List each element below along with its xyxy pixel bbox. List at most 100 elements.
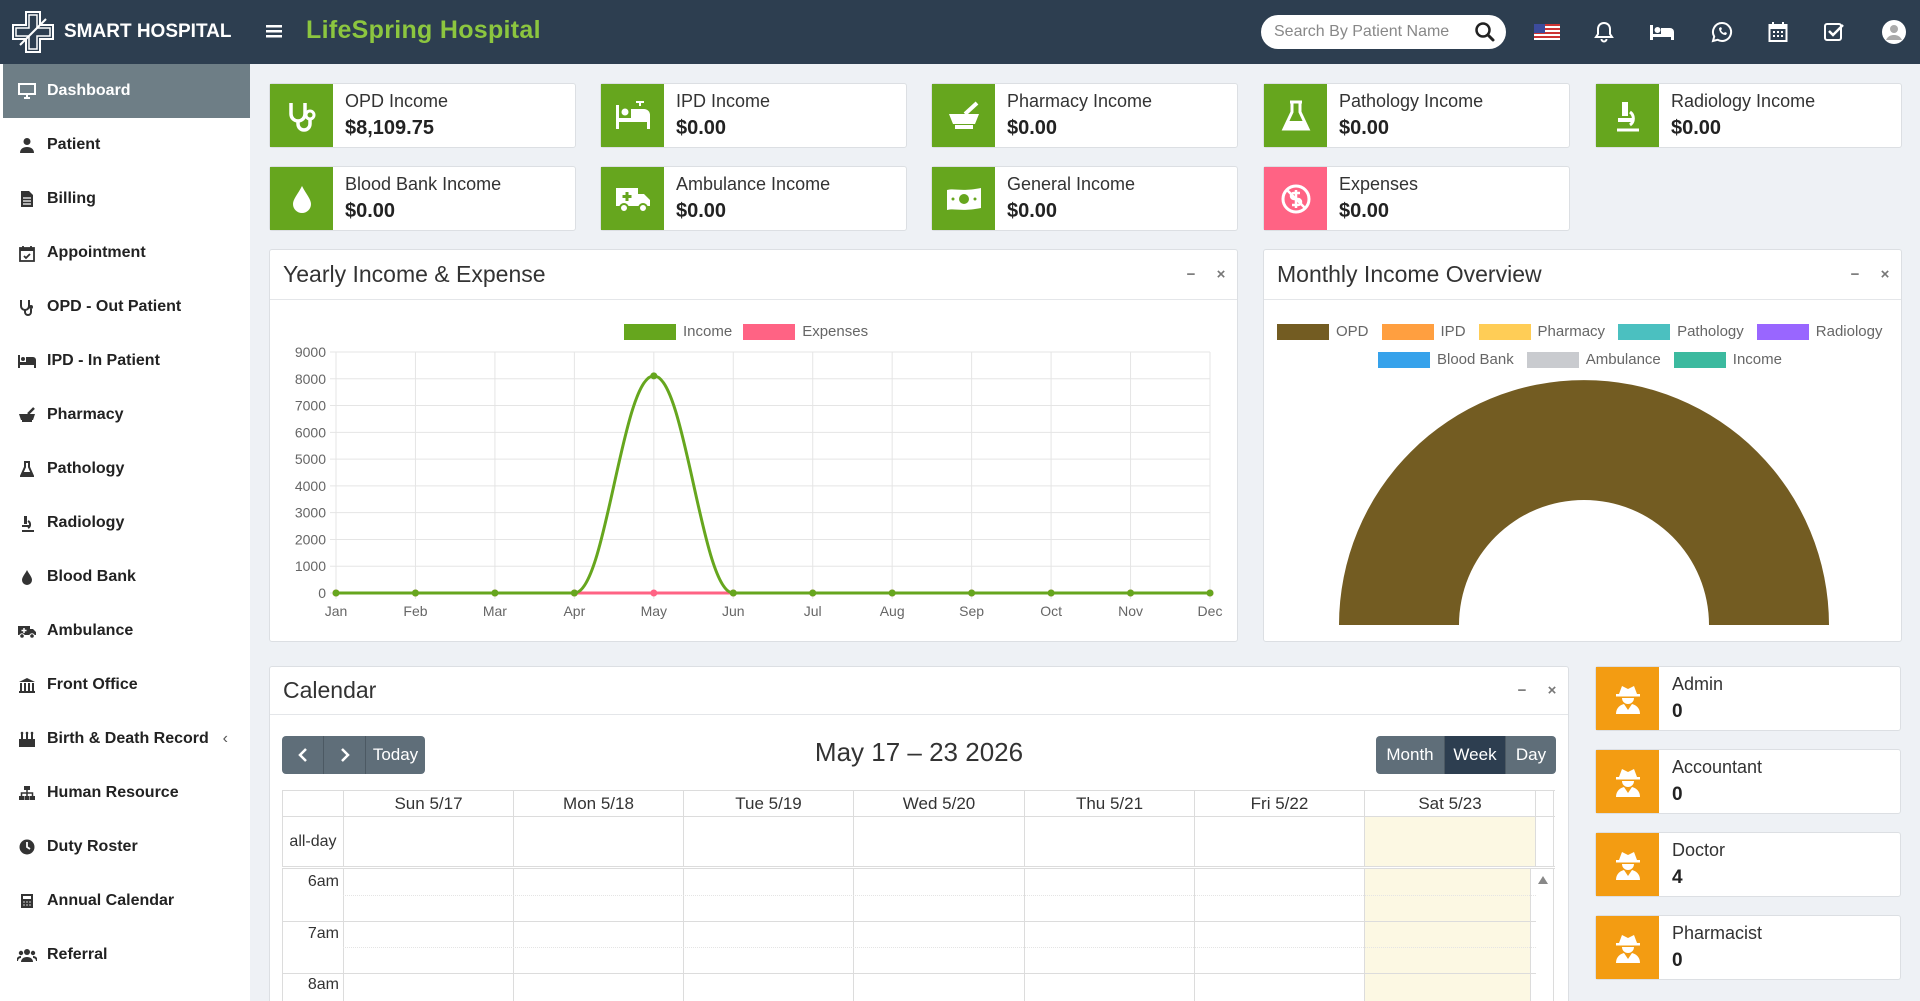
income-card-general[interactable]: General Income $0.00 [931,166,1238,231]
sidebar-item-pharmacy[interactable]: Pharmacy [0,388,250,442]
minimize-icon[interactable]: − [1186,266,1196,283]
close-icon[interactable]: × [1880,266,1890,283]
income-card-opd[interactable]: OPD Income $8,109.75 [269,83,576,148]
bell-icon [1594,21,1614,43]
income-card-label: Radiology Income [1671,91,1816,111]
whatsapp-button[interactable] [1708,18,1736,46]
calendar-day-column-today[interactable] [1364,869,1530,1001]
calendar-day-column[interactable] [1024,869,1194,1001]
language-selector[interactable] [1533,18,1561,46]
minimize-icon[interactable]: − [1517,682,1527,699]
data-point-income[interactable] [1127,589,1135,597]
sidebar-item-front-office[interactable]: Front Office [0,658,250,712]
calendar-range-title: May 17 – 23 2026 [814,737,1024,767]
bed-icon [1650,25,1674,40]
staff-card-doctor[interactable]: Doctor 4 [1595,832,1901,897]
data-point-income[interactable] [1047,589,1055,597]
sidebar-item-appointment[interactable]: Appointment [0,226,250,280]
calculator-icon [21,894,33,908]
close-icon[interactable]: × [1547,682,1557,699]
pie-legend-row-1: OPD IPD Pharmacy Pathology Radiology [1277,323,1883,340]
search-icon[interactable] [1474,21,1496,43]
procedure-bed-icon [615,100,650,129]
calendar-allday-slot[interactable] [1194,817,1364,866]
drop-icon [22,570,32,585]
calendar-prev-button[interactable] [282,736,324,774]
calendar-day-column[interactable] [343,869,513,1001]
calendar-allday-slot[interactable] [513,817,683,866]
sidebar-item-ipd[interactable]: IPD - In Patient [0,334,250,388]
calendar-day-column[interactable] [513,869,683,1001]
sidebar-item-human-resource[interactable]: Human Resource [0,766,250,820]
calendar-view-month[interactable]: Month [1376,736,1445,774]
income-card-ipd[interactable]: IPD Income $0.00 [600,83,907,148]
birthday-cake-icon [19,731,35,747]
data-point-income[interactable] [332,589,340,597]
minimize-icon[interactable]: − [1850,266,1860,283]
income-card-pharmacy[interactable]: Pharmacy Income $0.00 [931,83,1238,148]
data-point-income[interactable] [411,589,419,597]
calendar-view-day[interactable]: Day [1506,736,1556,774]
calendar-allday-slot[interactable] [683,817,853,866]
close-icon[interactable]: × [1216,266,1226,283]
sidebar-item-billing[interactable]: Billing [0,172,250,226]
sidebar-item-ambulance[interactable]: Ambulance [0,604,250,658]
brand[interactable]: SMART HOSPITAL [0,0,250,64]
sidebar-item-blood-bank[interactable]: Blood Bank [0,550,250,604]
calendar-view-week[interactable]: Week [1445,736,1506,774]
data-point-income[interactable] [570,589,578,597]
bed-status-button[interactable] [1648,18,1676,46]
sidebar-item-patient[interactable]: Patient [0,118,250,172]
calendar-allday-slot[interactable] [343,817,513,866]
calendar-allday-slot[interactable] [853,817,1024,866]
staff-card-pharmacist[interactable]: Pharmacist 0 [1595,915,1901,980]
sidebar-toggle-button[interactable] [266,20,286,44]
data-point-income[interactable] [809,589,817,597]
sidebar-item-annual-calendar[interactable]: Annual Calendar [0,874,250,928]
sidebar-item-referral[interactable]: Referral [0,928,250,982]
staff-card-admin[interactable]: Admin 0 [1595,666,1901,731]
calendar-scrollbar[interactable] [1530,869,1554,1001]
calendar-nav-buttons: Today [282,736,425,774]
sidebar-item-label: Radiology [47,514,125,531]
sidebar-item-dashboard[interactable]: Dashboard [3,64,250,118]
calendar-day-column[interactable] [1194,869,1364,1001]
staff-card-label: Pharmacist [1672,923,1763,943]
expenses-card[interactable]: Expenses $0.00 [1263,166,1570,231]
sidebar-item-birth-death-record[interactable]: Birth & Death Record ‹ [0,712,250,766]
user-profile-button[interactable] [1880,18,1908,46]
sidebar-item-duty-roster[interactable]: Duty Roster [0,820,250,874]
notifications-button[interactable] [1590,18,1618,46]
calendar-scroll-gutter [1535,791,1554,816]
data-point-income[interactable] [1206,589,1214,597]
calendar-allday-slot[interactable] [1024,817,1194,866]
y-tick-label: 8000 [295,371,326,387]
calendar-next-button[interactable] [324,736,366,774]
sidebar-item-pathology[interactable]: Pathology [0,442,250,496]
data-point-income[interactable] [729,589,737,597]
sidebar-item-radiology[interactable]: Radiology [0,496,250,550]
calendar-allday-slot-today[interactable] [1364,817,1535,866]
income-card-blood-bank[interactable]: Blood Bank Income $0.00 [269,166,576,231]
income-card-radiology[interactable]: Radiology Income $0.00 [1595,83,1902,148]
staff-card-accountant[interactable]: Accountant 0 [1595,749,1901,814]
data-point-income[interactable] [491,589,499,597]
tasks-button[interactable] [1820,18,1848,46]
income-card-ambulance[interactable]: Ambulance Income $0.00 [600,166,907,231]
patient-search-input[interactable] [1274,23,1460,41]
calendar-button[interactable] [1764,18,1792,46]
income-card-value: $0.00 [676,117,727,139]
income-card-pathology[interactable]: Pathology Income $0.00 [1263,83,1570,148]
data-point-income[interactable] [968,589,976,597]
sidebar-item-opd[interactable]: OPD - Out Patient [0,280,250,334]
legend-swatch-expenses [743,323,796,340]
calendar-day-column[interactable] [853,869,1024,1001]
calendar-day-column[interactable] [683,869,853,1001]
data-point-income[interactable] [888,589,896,597]
data-point-income[interactable] [650,372,658,380]
calendar-today-button[interactable]: Today [366,736,425,774]
data-point-expenses[interactable] [650,589,658,597]
y-tick-label: 5000 [295,451,326,467]
doughnut-slice-opd[interactable] [1339,380,1829,625]
stethoscope-icon [20,299,33,316]
